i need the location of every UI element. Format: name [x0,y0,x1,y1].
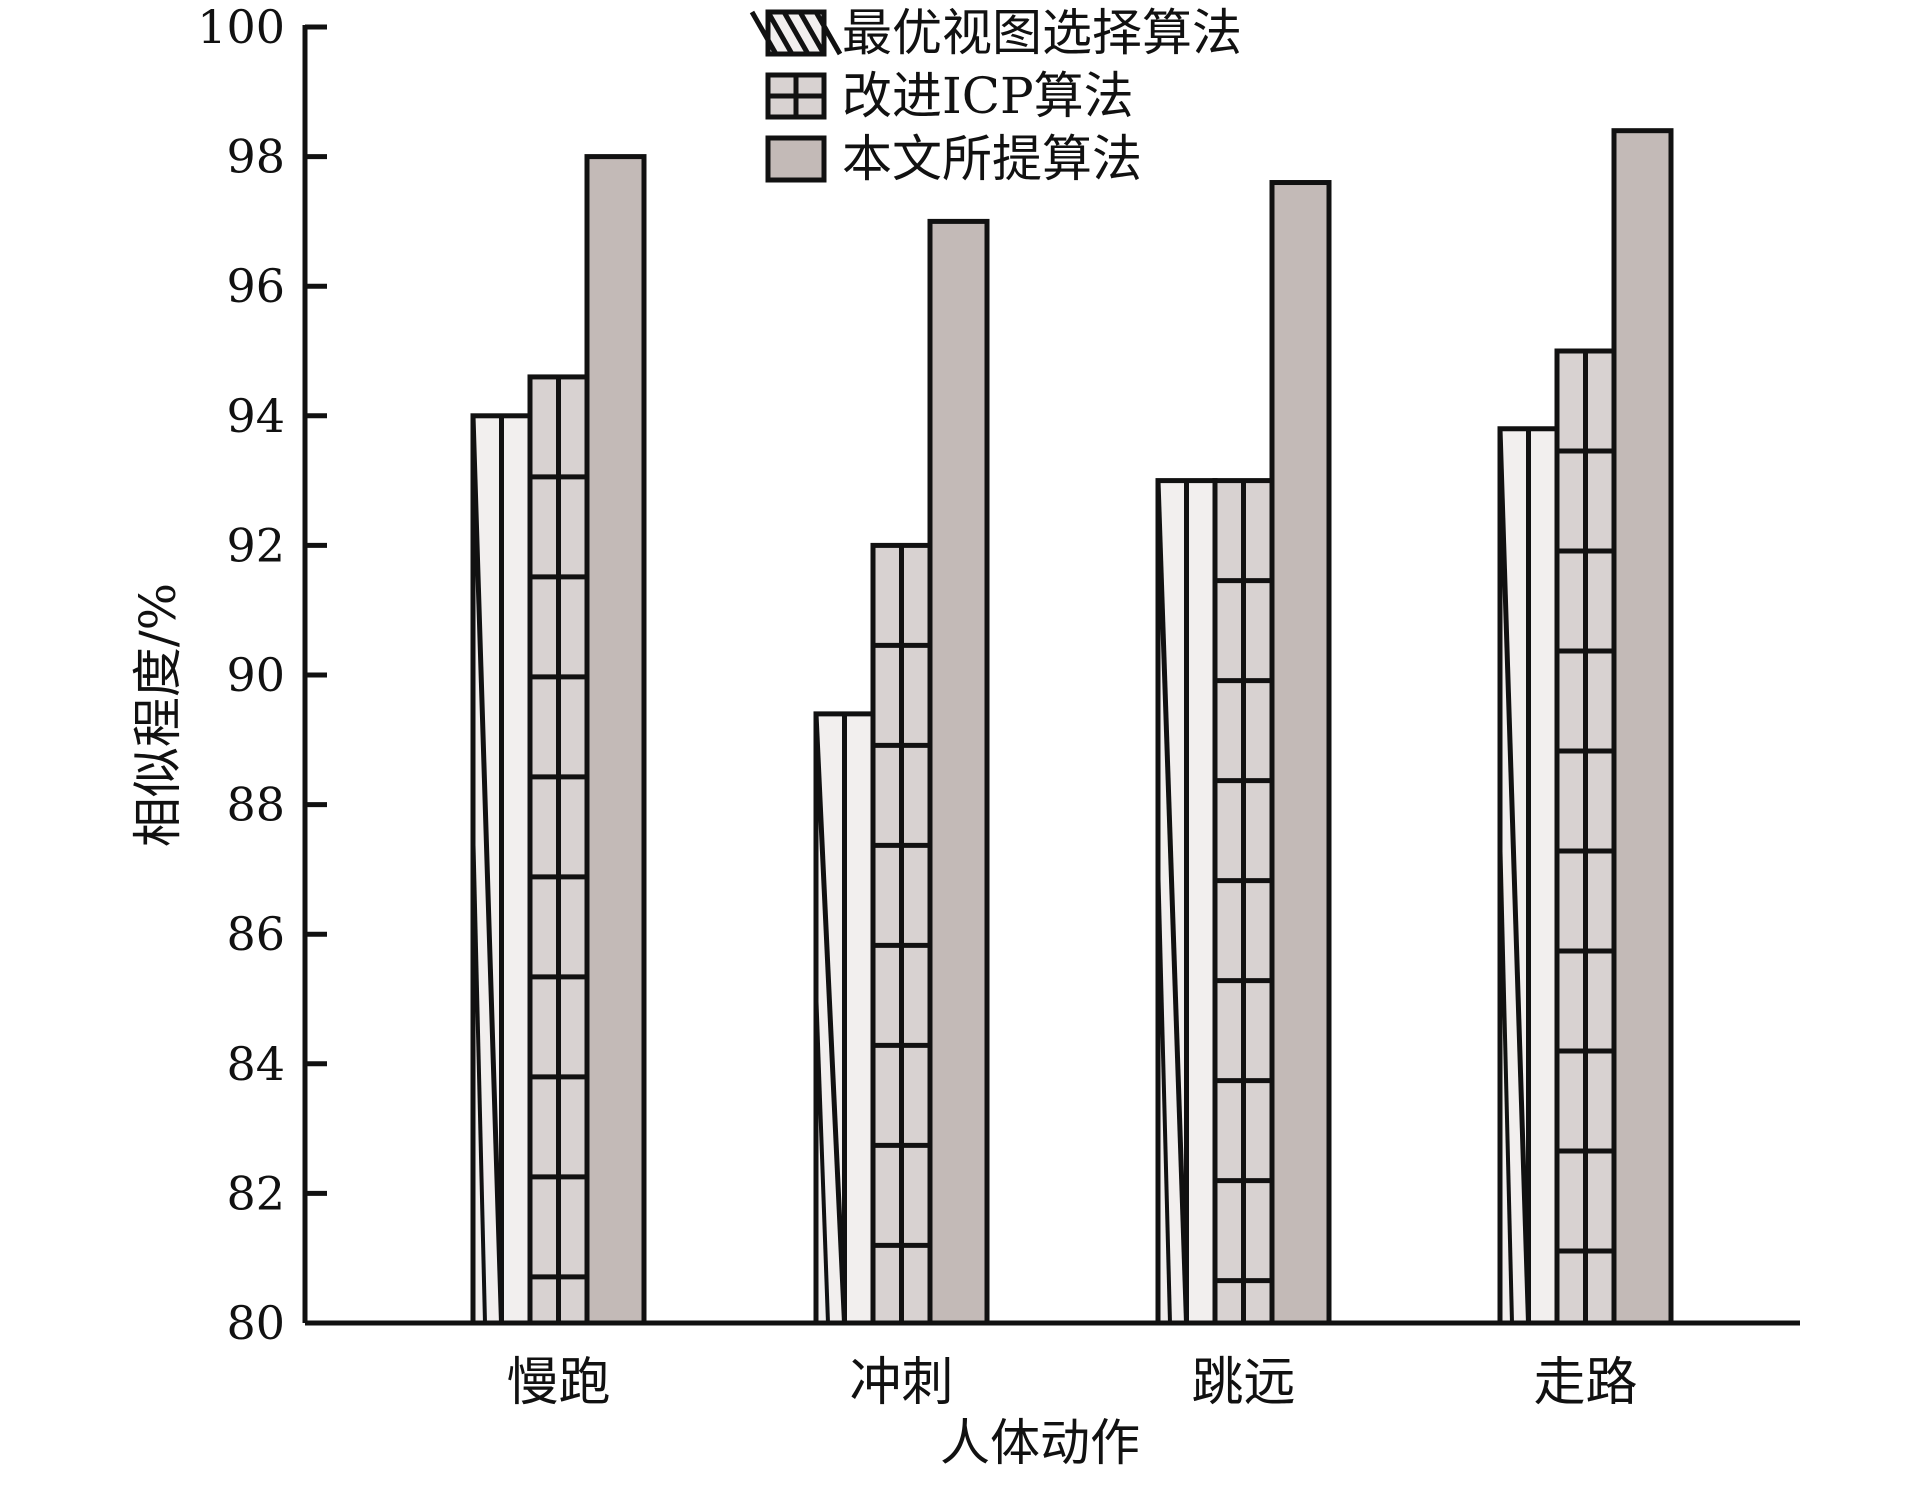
y-axis-title: 相似程度/% [129,583,187,847]
bar-stripe [813,713,847,1323]
y-tick-label: 90 [226,648,285,702]
legend-item: 最优视图选择算法 [749,4,1242,62]
y-tick-label: 84 [226,1037,285,1091]
y-tick-label: 82 [226,1166,285,1220]
bar-1-1 [470,413,533,1323]
legend-item: 本文所提算法 [765,130,1142,188]
bar-3-1 [1155,478,1218,1323]
legend-swatch [765,72,827,120]
bar-fill [1272,182,1329,1323]
bar-3-3 [1269,180,1332,1323]
bar-stripe [1497,428,1531,1323]
legend-swatch-stripe [813,10,843,56]
bar-fill [930,221,987,1323]
bar-stripe [470,415,504,1323]
bar-outline [584,154,647,1323]
bar-4-3 [1611,128,1674,1323]
bar-4-2 [1554,348,1617,1323]
x-category-label: 走路 [1533,1353,1637,1413]
legend-swatch-fill [768,138,824,180]
y-tick-label: 80 [226,1296,285,1350]
bar-2-1 [813,711,876,1323]
bar-4-1 [1497,426,1560,1323]
y-tick-label: 88 [226,778,285,832]
bar-fill [587,156,644,1323]
legend-swatch-stripe [749,10,779,56]
y-tick-label: 98 [226,130,285,184]
y-tick-label: 96 [226,259,285,313]
legend-label: 改进ICP算法 [842,67,1134,125]
y-tick-label: 86 [226,907,285,961]
legend-swatch [765,135,827,183]
y-tick-label: 94 [226,389,285,443]
bar-1-2 [527,374,590,1323]
bar-2-3 [927,218,990,1323]
y-tick-label: 92 [226,518,285,572]
legend-label: 最优视图选择算法 [842,4,1242,62]
bar-3-2 [1212,478,1275,1323]
legend-swatch-stripe [797,10,827,56]
bar-2-2 [870,542,933,1323]
x-category-label: 慢跑 [506,1353,610,1413]
x-axis-title: 人体动作 [940,1414,1140,1472]
legend-label: 本文所提算法 [842,130,1142,188]
legend-swatch-stripe [781,10,811,56]
bar-1-3 [584,154,647,1323]
x-category-label: 跳远 [1191,1353,1295,1413]
legend-swatch-stripe [765,10,795,56]
legend-swatch [765,9,827,57]
bar-fill [1614,130,1671,1323]
x-category-label: 冲刺 [849,1353,953,1413]
legend-item: 改进ICP算法 [765,67,1134,125]
y-tick-label: 100 [197,0,285,54]
bar-stripe [1155,480,1189,1323]
